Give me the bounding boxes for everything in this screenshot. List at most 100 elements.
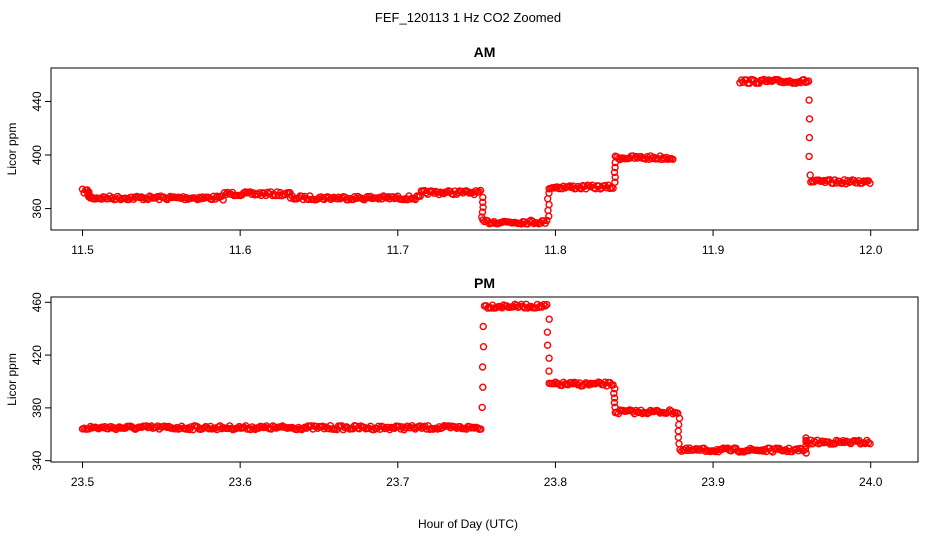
data-point: [545, 315, 553, 323]
panel-title: AM: [474, 44, 496, 60]
data-point: [611, 173, 619, 182]
data-point: [544, 206, 552, 215]
data-point: [543, 341, 552, 349]
data-point: [543, 300, 551, 309]
data-point: [273, 188, 281, 196]
data-point: [478, 208, 487, 216]
data-point: [654, 407, 663, 416]
data-point: [805, 152, 813, 161]
x-tick-label: 11.7: [387, 243, 410, 257]
data-point: [540, 300, 548, 309]
data-point: [479, 383, 487, 391]
data-point: [139, 195, 147, 204]
y-tick-label: 420: [30, 345, 44, 365]
data-point: [601, 378, 609, 386]
data-point: [611, 403, 619, 411]
data-point: [611, 158, 619, 167]
panel-am: AM 11.5 11.6 11.7 11.8 11.9 12.0 360 400 440 Licor…: [5, 44, 919, 257]
data-point: [261, 423, 269, 432]
data-point: [200, 424, 208, 432]
y-tick-label: 340: [30, 450, 44, 470]
data-point: [84, 193, 93, 201]
data-point: [477, 425, 485, 433]
data-point: [550, 380, 558, 388]
data-point: [544, 195, 552, 203]
data-point: [669, 155, 677, 164]
data-point: [610, 389, 618, 398]
x-tick-label: 11.6: [229, 243, 252, 257]
data-point: [805, 96, 813, 104]
data-point: [801, 445, 810, 453]
data-point: [610, 394, 619, 402]
data-point: [693, 446, 702, 454]
figure-title: FEF_120113 1 Hz CO2 Zoomed: [375, 10, 561, 25]
data-point: [479, 193, 487, 202]
data-point: [479, 198, 487, 207]
data-point: [443, 188, 451, 196]
data-point: [839, 437, 847, 445]
data-point: [333, 195, 341, 203]
data-point: [472, 187, 480, 195]
x-tick-label: 11.8: [544, 243, 567, 257]
data-point: [475, 188, 483, 196]
data-point: [669, 410, 677, 418]
data-point: [611, 163, 619, 172]
plot-frame: [50, 296, 919, 463]
data-point: [428, 187, 437, 196]
data-point: [793, 445, 801, 453]
y-tick-label: 360: [30, 198, 44, 218]
x-tick-label: 23.8: [544, 475, 568, 489]
data-point: [541, 302, 549, 310]
data-point: [464, 187, 472, 196]
panel-pm: PM 23.5 23.6 23.7 23.8 23.9 24.0 340 380 420 460 Li…: [5, 275, 919, 489]
data-point: [805, 133, 814, 142]
data-point: [545, 354, 553, 362]
data-point: [630, 154, 639, 162]
x-tick-label: 23.7: [386, 475, 410, 489]
x-axis-label: Hour of Day (UTC): [418, 517, 518, 531]
data-point: [379, 423, 387, 431]
data-point: [675, 440, 683, 448]
data-point: [389, 193, 397, 201]
data-point: [545, 189, 553, 197]
x-tick-label: 23.5: [71, 475, 95, 489]
data-point: [609, 381, 617, 389]
data-point: [802, 438, 810, 446]
data-point: [476, 186, 485, 195]
x-tick-label: 23.6: [228, 475, 252, 489]
panel-title: PM: [474, 275, 495, 291]
data-point: [611, 178, 619, 186]
data-point: [543, 216, 551, 225]
data-point: [410, 424, 418, 432]
data-point: [805, 77, 813, 85]
data-point: [674, 427, 682, 435]
data-point: [866, 440, 874, 448]
x-tick-label: 11.9: [702, 243, 725, 257]
data-point: [344, 424, 352, 432]
data-point: [802, 434, 810, 442]
data-point: [479, 343, 488, 351]
x-tick-label: 12.0: [859, 243, 883, 257]
data-point: [520, 304, 529, 312]
data-point: [610, 398, 619, 407]
y-tick-label: 380: [30, 398, 44, 418]
data-point: [219, 196, 227, 204]
data-point: [545, 367, 553, 375]
data-point: [802, 441, 810, 450]
data-point: [344, 196, 352, 204]
data-point: [197, 194, 205, 203]
data-points: [78, 75, 874, 228]
data-point: [675, 420, 683, 429]
data-point: [213, 192, 221, 200]
data-point: [806, 171, 814, 179]
data-point: [479, 322, 487, 331]
data-points: [78, 300, 874, 457]
y-tick-label: 400: [30, 145, 44, 165]
y-tick-label: 440: [30, 91, 44, 111]
data-point: [802, 449, 810, 457]
x-tick-label: 24.0: [859, 475, 883, 489]
x-tick-label: 11.5: [71, 243, 94, 257]
y-axis-label: Licor ppm: [5, 353, 19, 406]
data-point: [320, 425, 328, 433]
data-point: [866, 179, 874, 188]
